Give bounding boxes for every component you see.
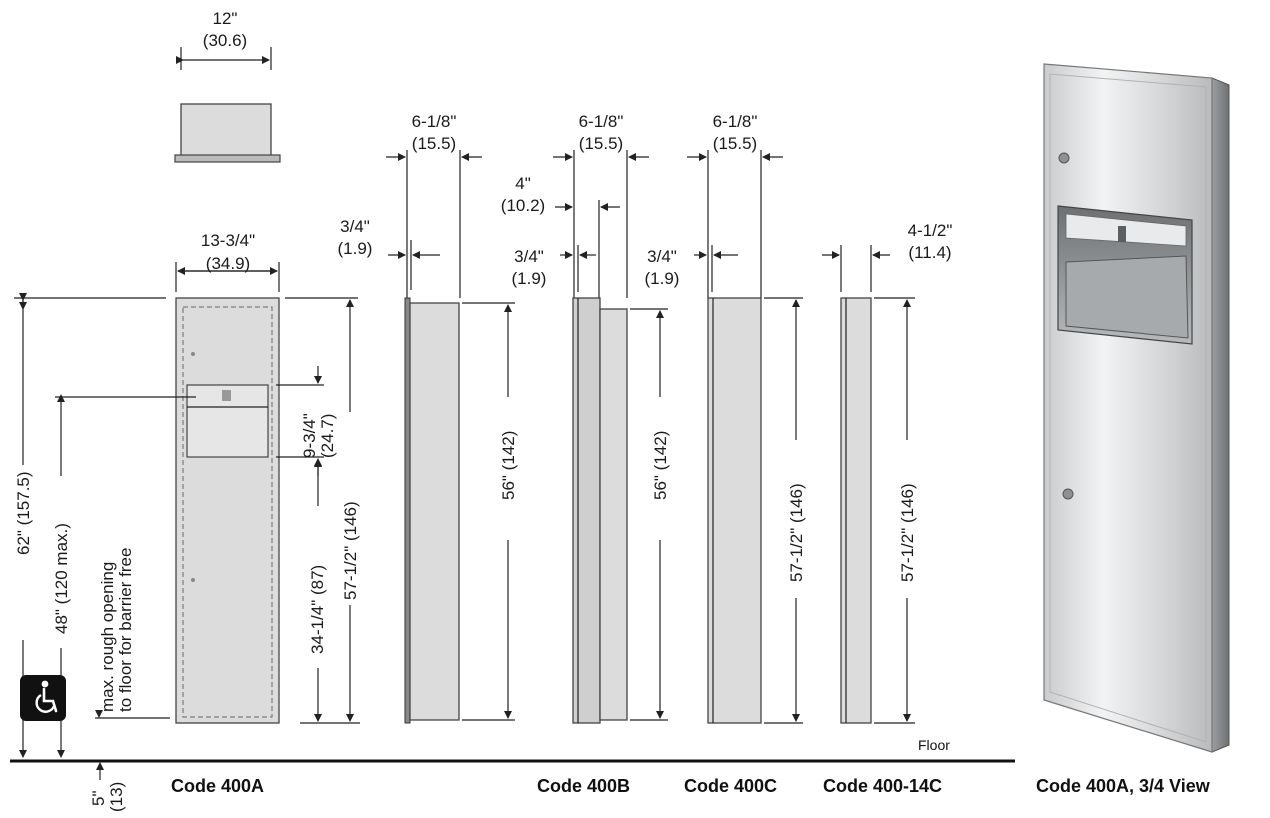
depth-400b-cm: (15.5) bbox=[579, 134, 623, 153]
rough-opening-note-1: max. rough opening bbox=[98, 562, 117, 712]
lock-dot-upper bbox=[191, 352, 195, 356]
floor: Floor bbox=[10, 737, 1015, 763]
plan-width-cm: (30.6) bbox=[203, 31, 247, 50]
side-400c-body bbox=[707, 297, 762, 724]
height-400c: 57-1/2" (146) bbox=[787, 483, 806, 582]
flange-400b-cm: (1.9) bbox=[512, 269, 547, 288]
side-400b-front bbox=[572, 297, 601, 724]
dispenser-tab-3d bbox=[1118, 226, 1126, 242]
height-a: 56" (142) bbox=[499, 431, 518, 500]
lock-dot-lower bbox=[191, 578, 195, 582]
plan-box bbox=[180, 103, 272, 157]
opening-height-in: 9-3/4" bbox=[300, 413, 319, 458]
plan-flange bbox=[174, 154, 281, 163]
cabinet-400a bbox=[175, 297, 280, 724]
depth-a-cm: (15.5) bbox=[412, 134, 456, 153]
depth-400c-cm: (15.5) bbox=[713, 134, 757, 153]
max-height-48: 48" (120 max.) bbox=[52, 523, 71, 634]
flange-400c-cm: (1.9) bbox=[645, 269, 680, 288]
rough-opening-outline bbox=[182, 306, 273, 718]
dispenser-tab bbox=[222, 390, 231, 401]
code-400-14c-side: 4-1/2" (11.4) 57-1/2" (146) Code 400-14C bbox=[822, 221, 952, 796]
side-view-flange-a: 6-1/8" (15.5) 3/4" (1.9) 56" (142) bbox=[338, 112, 518, 724]
code-400b-side: 6-1/8" (15.5) 4" (10.2) 3/4" (1.9) 56" (… bbox=[501, 112, 670, 796]
code-400c-side: 6-1/8" (15.5) 3/4" (1.9) 57-1/2" (146) C… bbox=[645, 112, 806, 796]
floor-offset-cm: (13) bbox=[107, 782, 126, 812]
inner-400b-cm: (10.2) bbox=[501, 196, 545, 215]
lock-icon-upper bbox=[1058, 152, 1070, 164]
caption-400b: Code 400B bbox=[537, 776, 630, 796]
flange-400c-in: 3/4" bbox=[647, 247, 677, 266]
plan-width-in: 12" bbox=[213, 9, 238, 28]
cabinet-front-inner bbox=[1049, 73, 1207, 743]
wheelchair-icon bbox=[20, 675, 66, 721]
height-400b: 56" (142) bbox=[651, 431, 670, 500]
rough-opening-note-2: to floor for barrier free bbox=[116, 548, 135, 712]
waste-flap bbox=[1065, 255, 1189, 339]
width-400a-cm: (34.9) bbox=[206, 254, 250, 273]
depth-400c-in: 6-1/8" bbox=[713, 112, 758, 131]
opening-to-floor: 34-1/4" (87) bbox=[308, 565, 327, 654]
side-400b-body bbox=[599, 308, 628, 721]
three-quarter-view: Code 400A, 3/4 View bbox=[1036, 63, 1230, 796]
unit-height-400a: 57-1/2" (146) bbox=[341, 501, 360, 600]
lock-icon-lower bbox=[1062, 488, 1074, 500]
depth-a-in: 6-1/8" bbox=[412, 112, 457, 131]
flange-a-cm: (1.9) bbox=[338, 239, 373, 258]
flange-400b-in: 3/4" bbox=[514, 247, 544, 266]
caption-three-quarter: Code 400A, 3/4 View bbox=[1036, 776, 1211, 796]
height-400-14c: 57-1/2" (146) bbox=[898, 483, 917, 582]
depth-400b-in: 6-1/8" bbox=[579, 112, 624, 131]
side-a-flange bbox=[404, 297, 411, 724]
width-400a-in: 13-3/4" bbox=[201, 231, 255, 250]
caption-400-14c: Code 400-14C bbox=[823, 776, 942, 796]
overall-height-62: 62" (157.5) bbox=[14, 471, 33, 555]
inner-400b-in: 4" bbox=[515, 174, 531, 193]
depth-400-14c-in: 4-1/2" bbox=[908, 221, 953, 240]
cabinet-side-face bbox=[1211, 77, 1230, 753]
depth-400-14c-cm: (11.4) bbox=[908, 243, 951, 262]
cabinet-front-face bbox=[1043, 63, 1213, 753]
caption-400c: Code 400C bbox=[684, 776, 777, 796]
code-400a-front: 13-3/4" (34.9) 62" (157.5) 48" (120 max.… bbox=[14, 231, 360, 812]
caption-400a: Code 400A bbox=[171, 776, 264, 796]
floor-label: Floor bbox=[918, 737, 950, 753]
plan-view: 12" (30.6) bbox=[174, 9, 281, 163]
opening-height-cm: (24.7) bbox=[318, 414, 337, 458]
flange-a-in: 3/4" bbox=[340, 217, 370, 236]
side-a-body bbox=[409, 302, 460, 721]
floor-offset-in: 5" bbox=[89, 791, 108, 807]
